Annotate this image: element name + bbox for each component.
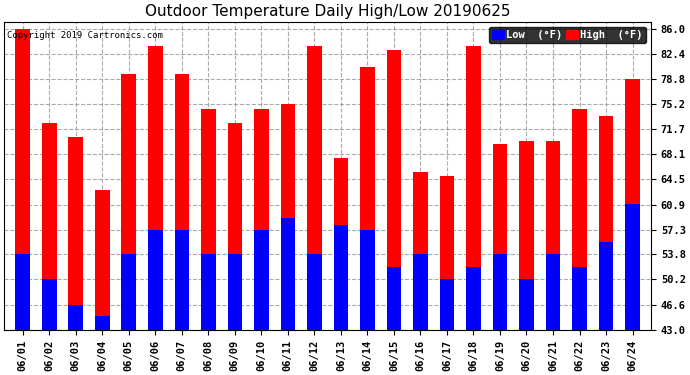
Bar bbox=[386, 267, 401, 330]
Text: Copyright 2019 Cartronics.com: Copyright 2019 Cartronics.com bbox=[8, 31, 164, 40]
Bar bbox=[386, 50, 401, 330]
Bar bbox=[493, 254, 507, 330]
Bar bbox=[572, 267, 586, 330]
Bar bbox=[333, 225, 348, 330]
Bar bbox=[148, 46, 163, 330]
Bar bbox=[68, 137, 83, 330]
Bar bbox=[625, 204, 640, 330]
Bar bbox=[413, 254, 428, 330]
Bar bbox=[175, 230, 189, 330]
Bar bbox=[625, 79, 640, 330]
Bar bbox=[466, 267, 481, 330]
Bar bbox=[175, 74, 189, 330]
Bar bbox=[95, 190, 110, 330]
Bar bbox=[121, 74, 136, 330]
Bar bbox=[519, 141, 534, 330]
Bar bbox=[413, 172, 428, 330]
Bar bbox=[201, 109, 215, 330]
Bar bbox=[440, 176, 454, 330]
Bar bbox=[15, 254, 30, 330]
Bar bbox=[281, 104, 295, 330]
Bar bbox=[493, 144, 507, 330]
Bar bbox=[333, 158, 348, 330]
Bar bbox=[307, 46, 322, 330]
Bar bbox=[466, 46, 481, 330]
Bar bbox=[360, 67, 375, 330]
Legend: Low  (°F), High  (°F): Low (°F), High (°F) bbox=[489, 27, 646, 44]
Bar bbox=[42, 123, 57, 330]
Bar bbox=[360, 230, 375, 330]
Bar bbox=[599, 242, 613, 330]
Title: Outdoor Temperature Daily High/Low 20190625: Outdoor Temperature Daily High/Low 20190… bbox=[145, 4, 511, 19]
Bar bbox=[68, 304, 83, 330]
Bar bbox=[440, 279, 454, 330]
Bar bbox=[228, 123, 242, 330]
Bar bbox=[42, 279, 57, 330]
Bar bbox=[15, 29, 30, 330]
Bar bbox=[201, 254, 215, 330]
Bar bbox=[254, 230, 268, 330]
Bar bbox=[95, 316, 110, 330]
Bar bbox=[148, 230, 163, 330]
Bar bbox=[572, 109, 586, 330]
Bar bbox=[519, 279, 534, 330]
Bar bbox=[121, 254, 136, 330]
Bar bbox=[546, 141, 560, 330]
Bar bbox=[307, 254, 322, 330]
Bar bbox=[599, 116, 613, 330]
Bar bbox=[546, 254, 560, 330]
Bar bbox=[228, 254, 242, 330]
Bar bbox=[254, 109, 268, 330]
Bar bbox=[281, 218, 295, 330]
